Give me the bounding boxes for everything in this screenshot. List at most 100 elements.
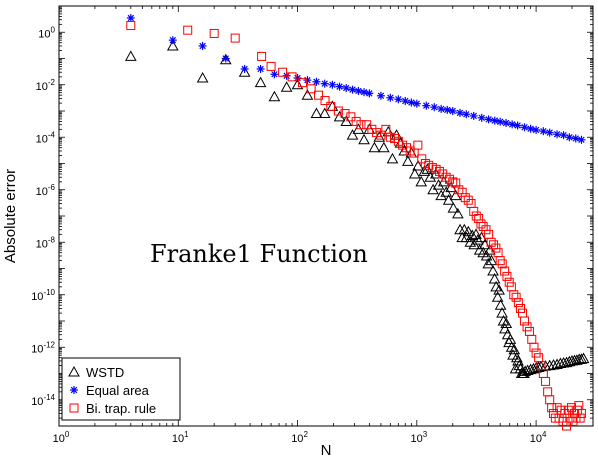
wstd-point [551,358,563,370]
bi-trap-rule-point [502,271,512,281]
equal-area-point [571,134,580,143]
wstd-point [268,90,281,102]
equal-area-point [565,133,574,142]
wstd-point [547,359,560,370]
equal-area-point [455,108,464,117]
wstd-point [494,299,507,310]
bi-trap-rule-point [314,90,324,100]
wstd-point [415,175,428,187]
bi-trap-rule-point [529,342,539,352]
bi-trap-rule-point [522,322,532,332]
bi-trap-rule-point [575,413,585,423]
bi-trap-rule-point [469,206,479,216]
equal-area-point [168,36,177,45]
wstd-point [401,155,414,166]
wstd-point [505,341,518,352]
wstd-point [482,257,495,269]
bi-trap-rule-point [545,395,555,405]
wstd-point [532,361,545,372]
bi-trap-rule-point [513,298,523,308]
bi-trap-rule-point [481,225,491,235]
bi-trap-rule-point [454,185,464,195]
bi-trap-rule-point [441,172,451,182]
bi-trap-rule-point [504,277,514,287]
legend-item-bi-trap-rule: Bi. trap. rule [69,401,156,416]
wstd-point [368,141,381,153]
bi-trap-rule-point [381,124,391,134]
x-tick-label: 101 [172,430,189,445]
equal-area-point [386,93,395,102]
wstd-point [254,76,267,88]
wstd-point [535,360,547,372]
x-tick-label: 100 [53,430,70,445]
wstd-point [575,353,588,364]
equal-area-point [577,135,586,144]
wstd-point [452,207,464,219]
wstd-point [501,328,514,340]
equal-area-point [240,64,249,73]
wstd-point [488,272,501,284]
bi-trap-rule-point [534,353,544,363]
bi-trap-rule-point [511,292,521,302]
x-tick-label: 103 [410,430,427,445]
legend-marker-square [69,403,79,413]
wstd-point [462,225,475,237]
equal-area-point [126,13,135,22]
y-axis-label: Absolute error [2,169,19,263]
wstd-point [377,141,390,153]
y-tick-label: 10-12 [31,340,55,355]
bi-trap-rule-point [565,413,575,423]
bi-trap-rule-point [333,106,343,116]
bi-trap-rule-point [547,403,557,413]
wstd-point [346,129,359,140]
equal-area-point [520,123,529,132]
wstd-point [291,78,304,90]
wstd-point [398,144,411,156]
wstd-point [487,265,499,276]
equal-area-point [430,103,439,112]
wstd-point [318,107,331,119]
bi-trap-rule-point [478,221,488,231]
equal-area-point [448,107,457,115]
bi-trap-rule-point [306,84,316,94]
bi-trap-rule-point [356,120,366,130]
equal-area-point [462,110,471,119]
wstd-point [485,254,498,266]
wstd-point [472,234,484,245]
wstd-point [480,249,493,261]
wstd-point [473,244,486,255]
equal-area-point [320,79,329,88]
wstd-point [418,165,431,176]
wstd-point [543,359,556,371]
wstd-point [491,291,504,302]
bi-trap-rule-point [183,25,193,35]
bi-trap-rule-point [524,326,534,336]
x-tick-label: 102 [291,430,308,445]
wstd-point [497,314,510,326]
y-tick-label: 10-4 [36,130,56,145]
bi-trap-rule-point [320,96,330,106]
bi-trap-rule-point [340,109,350,119]
wstd-point [466,229,479,241]
equal-area-point [342,84,351,93]
equal-area-point [270,70,279,79]
equal-area-point [256,64,265,73]
bi-trap-rule-point [566,403,576,413]
equal-area-point [348,85,357,94]
legend-label-equal-area: Equal area [86,383,150,398]
legend: WSTD Equal area Bi. trap. rule [61,357,181,421]
wstd-point [310,107,323,119]
legend-item-wstd: WSTD [68,365,124,380]
legend-label-wstd: WSTD [86,365,124,380]
wstd-point [512,354,524,366]
wstd-point [508,343,521,355]
bi-trap-rule-point [560,408,570,418]
bi-trap-rule-point [266,61,276,71]
wstd-point [408,167,421,179]
bi-trap-rule-point [457,187,467,197]
wstd-point [219,53,232,65]
equal-area-point [469,111,478,120]
bi-trap-rule-point [531,348,541,358]
equal-area-point [526,124,535,133]
